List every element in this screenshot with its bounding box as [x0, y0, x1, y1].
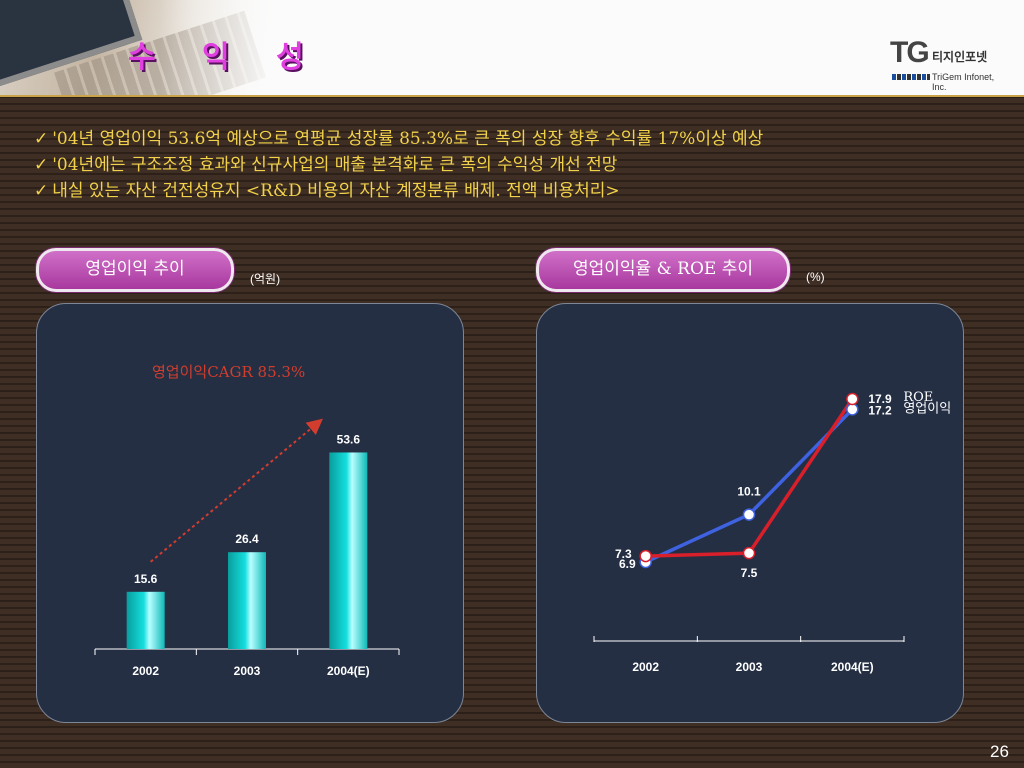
- laptop-photo: [0, 0, 280, 95]
- operating-profit-label: 영업이익 추이: [36, 248, 234, 292]
- data-point: [846, 403, 859, 416]
- data-point: [742, 546, 756, 560]
- data-point: [639, 549, 652, 563]
- right-unit: (%): [806, 270, 825, 284]
- data-label: 26.4: [235, 532, 259, 546]
- checkmark-icon: ✓: [34, 155, 49, 175]
- cagr-annotation: 영업이익CAGR 85.3%: [152, 363, 305, 381]
- left-unit: (억원): [250, 272, 281, 286]
- x-tick-label: 2004(E): [327, 664, 370, 678]
- bar-2002: [126, 591, 165, 649]
- bar-chart: 15.6 2002 26.4 2003 53.6 2004(E) 영업이익CAGR 85.3…: [94, 363, 400, 678]
- line-chart-panel: 2002 2003 2004(E) 7.3 6.9 7.5 10.1 17.9 17.2 ROE 영…: [536, 303, 964, 723]
- x-tick-label: 2002: [632, 660, 659, 674]
- cagr-trend-arrow: [150, 418, 323, 563]
- bullet-list: ✓ '04년 영업이익 53.6억 예상으로 연평균 성장률 85.3%로 큰 폭…: [34, 126, 763, 204]
- data-label: 6.9: [619, 557, 636, 571]
- data-label: 17.9: [868, 392, 892, 406]
- line-chart: 2002 2003 2004(E) 7.36.9 7.5 10.1 17.917.2 ROE영…: [593, 390, 951, 674]
- checkmark-icon: ✓: [34, 129, 49, 149]
- data-point: [846, 392, 859, 406]
- x-tick-label: 2004(E): [831, 660, 874, 674]
- header-banner: 수 익 성 TG 티지인포넷 TriGem Infonet, Inc.: [0, 0, 1024, 95]
- data-label: 7.3: [615, 547, 632, 561]
- series-name-label: ROE: [903, 390, 933, 405]
- x-tick-label: 2003: [234, 664, 261, 678]
- slide-title: 수 익 성: [128, 40, 322, 75]
- margin-roe-label: 영업이익율 & ROE 추이: [536, 248, 790, 292]
- company-logo: TG 티지인포넷 TriGem Infonet, Inc.: [890, 36, 995, 92]
- data-label: 10.1: [737, 485, 761, 499]
- x-tick-label: 2003: [736, 660, 763, 674]
- bar-chart-panel: 15.6 2002 26.4 2003 53.6 2004(E) 영업이익CAGR 85.3…: [36, 303, 464, 723]
- bar-2004(E): [329, 452, 368, 649]
- data-point: [742, 508, 756, 521]
- x-tick-label: 2002: [132, 664, 159, 678]
- data-label: 53.6: [337, 432, 361, 446]
- bullet-item: ✓ '04년에는 구조조정 효과와 신규사업의 매출 본격화로 큰 폭의 수익성 …: [34, 155, 618, 175]
- checkmark-icon: ✓: [34, 181, 49, 201]
- bullet-item: ✓ '04년 영업이익 53.6억 예상으로 연평균 성장률 85.3%로 큰 폭…: [34, 129, 764, 149]
- series-line-roe: [645, 398, 854, 558]
- data-label: 15.6: [134, 572, 158, 586]
- data-label: 7.5: [741, 566, 758, 580]
- data-label: 17.2: [868, 403, 892, 417]
- series-name-label: 영업이익: [903, 401, 951, 416]
- page-number: 26: [990, 742, 1009, 761]
- bullet-item: ✓ 내실 있는 자산 건전성유지 <R&D 비용의 자산 계정분류 배제. 전액 …: [34, 181, 620, 201]
- header-divider: [0, 95, 1024, 97]
- bar-2003: [228, 552, 266, 649]
